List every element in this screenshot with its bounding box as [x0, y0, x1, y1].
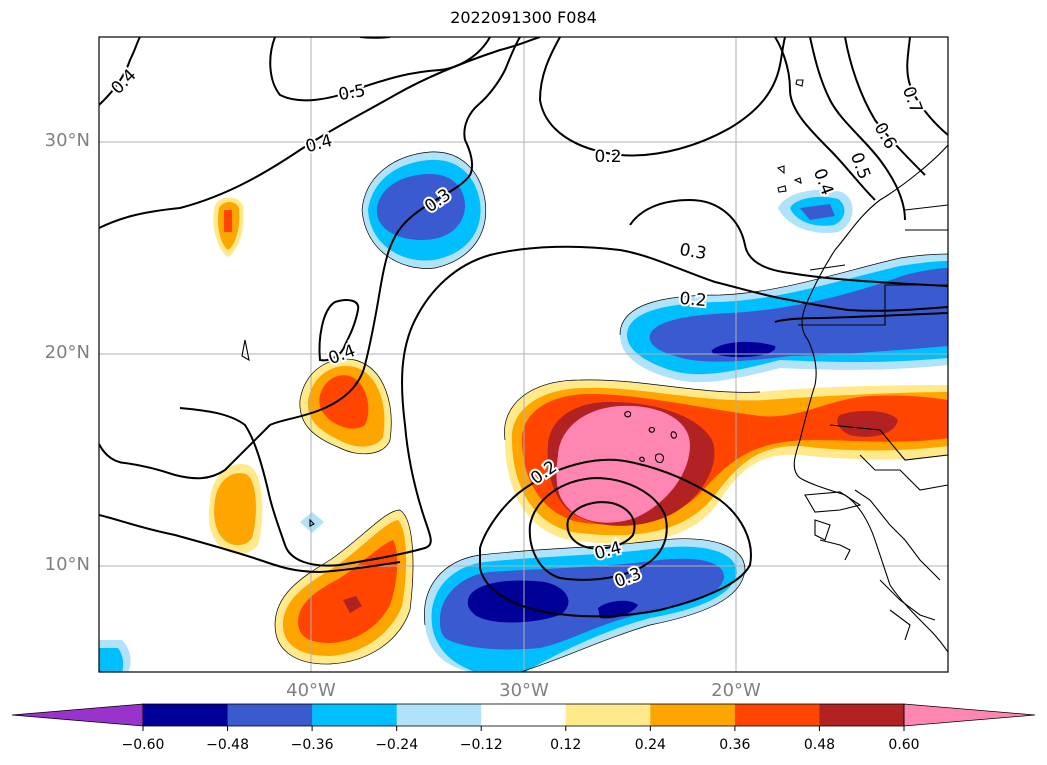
contour-label: 0.2 — [594, 147, 621, 167]
colorbar-swatch — [734, 704, 820, 726]
negative-anomaly-blob-northeast — [800, 204, 835, 220]
colorbar-swatch — [819, 704, 905, 726]
colorbar — [11, 703, 1036, 731]
lat-tick-label: 10°N — [44, 554, 90, 575]
negative-anomaly-blob-south — [598, 600, 638, 619]
colorbar-tick-label: 0.36 — [719, 737, 751, 753]
colorbar-tick-label: −0.24 — [375, 737, 419, 753]
map-frame — [98, 36, 949, 673]
positive-anomaly-blob-west — [319, 375, 369, 429]
colorbar-swatch — [143, 704, 229, 726]
contour-label: 0.4 — [303, 131, 334, 157]
positive-anomaly-blob-east — [556, 405, 690, 523]
lon-tick-label: 40°W — [286, 680, 336, 701]
colorbar-tick-label: −0.36 — [290, 737, 334, 753]
contour-label: 0.4 — [107, 65, 140, 98]
lat-tick-label: 20°N — [44, 342, 90, 363]
contour-label: 0.6 — [870, 119, 901, 152]
colorbar-swatch — [481, 704, 567, 726]
lat-tick-label: 30°N — [44, 130, 90, 151]
colorbar-tick-label: 0.12 — [550, 737, 582, 753]
zero-contours — [274, 151, 948, 672]
map-gridlines — [99, 37, 948, 672]
contour-label: 0.2 — [679, 289, 708, 311]
contour-label: 0.5 — [337, 81, 367, 105]
contour-label: 0.7 — [898, 84, 926, 116]
positive-anomaly-blob-small — [224, 210, 232, 232]
positive-anomaly-blob-south — [343, 596, 362, 613]
negative-anomaly-blob-south — [467, 580, 569, 623]
map-title: 2022091300 F084 — [450, 8, 597, 27]
contour-label: 0.5 — [846, 150, 874, 182]
positive-anomaly-blob-east — [837, 410, 898, 437]
colorbar-tick-label: 0.60 — [888, 737, 920, 753]
contour-lines — [99, 37, 948, 618]
colorbar-swatch — [227, 704, 313, 726]
colorbar-extend-low — [11, 703, 144, 727]
colorbar-swatch — [565, 704, 651, 726]
colorbar-tick-label: −0.12 — [459, 737, 503, 753]
colorbar-tick-label: −0.60 — [121, 737, 165, 753]
colorbar-extend-high — [903, 703, 1036, 727]
negative-anomaly-band-east — [649, 268, 948, 362]
colorbar-tick-label: −0.48 — [206, 737, 249, 753]
negative-anomaly-blob-north — [376, 173, 466, 240]
contour-label: 0.3 — [678, 240, 708, 264]
colorbar-swatch — [396, 704, 482, 726]
colorbar-frame — [142, 703, 905, 727]
colorbar-swatch — [312, 704, 398, 726]
lon-tick-label: 30°W — [499, 680, 549, 701]
positive-anomaly-blob-small — [214, 473, 256, 546]
negative-anomaly-band-east — [711, 341, 776, 358]
colorbar-tick-label: 0.24 — [634, 737, 666, 753]
negative-anomaly-blob-small — [99, 648, 124, 672]
colorbar-tick-label: 0.48 — [803, 737, 836, 753]
coastline — [241, 79, 948, 653]
lon-tick-label: 20°W — [711, 680, 761, 701]
colorbar-swatch — [650, 704, 736, 726]
